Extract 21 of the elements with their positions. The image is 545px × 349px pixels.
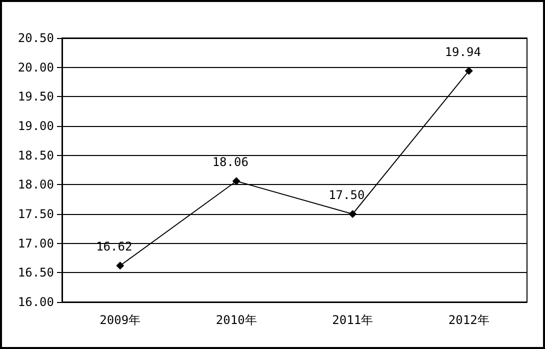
y-tick-label: 17.00 xyxy=(18,236,54,250)
y-tick-label: 20.00 xyxy=(18,60,54,74)
y-tick-label: 18.50 xyxy=(18,148,54,162)
y-tick-label: 16.50 xyxy=(18,266,54,280)
point xyxy=(348,210,357,218)
point xyxy=(116,262,124,270)
y-tick-label: 19.00 xyxy=(18,119,54,133)
x-tick-label: 2011年 xyxy=(332,313,374,327)
x-tick-label: 2012年 xyxy=(448,313,490,327)
x-tick-label: 2009年 xyxy=(100,313,141,327)
x-tick-label: 2010年 xyxy=(216,313,257,327)
y-tick-label: 19.50 xyxy=(18,90,54,104)
data-label: 19.94 xyxy=(444,44,481,59)
y-tick-label: 18.00 xyxy=(18,178,54,192)
point xyxy=(232,177,240,186)
y-tick-label: 20.50 xyxy=(18,31,54,45)
data-label: 18.06 xyxy=(212,155,248,170)
point xyxy=(464,66,473,75)
y-tick-label: 17.50 xyxy=(18,207,54,221)
data-label: 17.50 xyxy=(328,188,365,202)
y-tick-label: 16.00 xyxy=(18,295,54,309)
